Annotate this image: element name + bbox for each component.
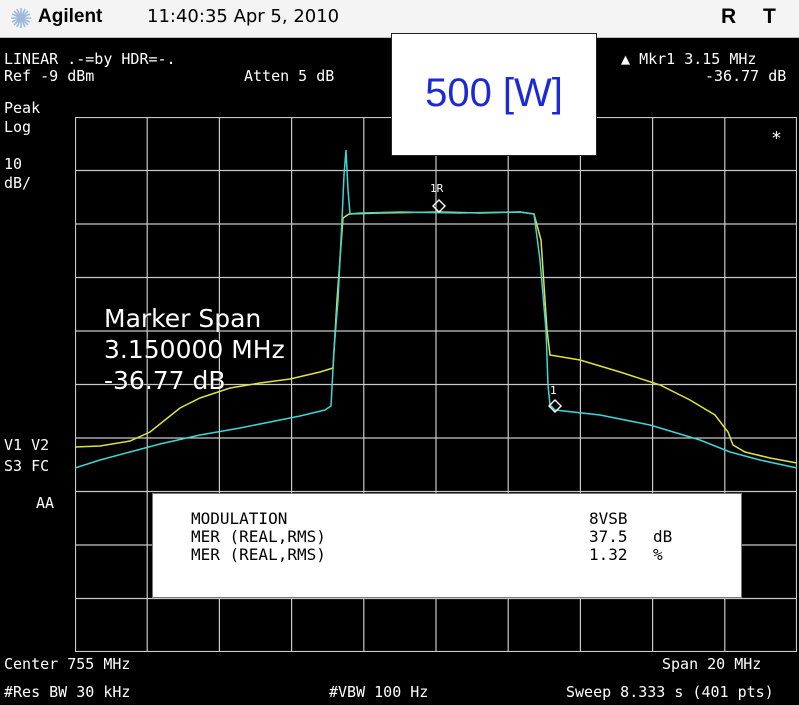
marker-span-title: Marker Span xyxy=(104,304,262,333)
date-time: 11:40:35 Apr 5, 2010 xyxy=(147,6,340,27)
brand-name: Agilent xyxy=(38,6,103,27)
marker-span-level: -36.77 dB xyxy=(104,366,226,395)
header-mode: LINEAR .-=by HDR=-. xyxy=(4,50,176,68)
aa-indicator: AA xyxy=(36,494,55,512)
power-label-box: 500 [W] xyxy=(391,33,597,156)
resolution-bandwidth: #Res BW 30 kHz xyxy=(4,683,131,701)
scale-unit-label: dB/ xyxy=(4,174,32,192)
agilent-spark-icon xyxy=(11,8,31,28)
mer-row-unit: dB xyxy=(653,527,673,546)
ref-marker-tag: 1R xyxy=(430,182,444,195)
delta-marker-icon: ▲ xyxy=(621,50,631,68)
s-indicators: S3 FC xyxy=(4,457,50,475)
mer-row-label: MODULATION xyxy=(191,509,288,528)
marker-frequency: Mkr1 3.15 MHz xyxy=(639,50,757,68)
video-bandwidth: #VBW 100 Hz xyxy=(329,683,429,701)
marker-level: -36.77 dB xyxy=(705,67,787,85)
mer-row-label: MER (REAL,RMS) xyxy=(191,527,326,546)
scale-type-label: Log xyxy=(4,118,32,136)
star-indicator: * xyxy=(771,128,782,149)
v-indicators: V1 V2 xyxy=(4,436,50,454)
detector-label: Peak xyxy=(4,99,41,117)
mer-panel: MODULATION 8VSB MER (REAL,RMS) 37.5 dB M… xyxy=(152,493,742,598)
mer-row-label: MER (REAL,RMS) xyxy=(191,545,326,564)
mer-row-value: 1.32 xyxy=(589,545,628,564)
scale-value-label: 10 xyxy=(4,155,23,173)
mer-row-value: 37.5 xyxy=(589,527,628,546)
marker-readout: ▲ Mkr1 3.15 MHz xyxy=(621,51,756,68)
ref-level: Ref -9 dBm xyxy=(4,67,95,85)
attenuation: Atten 5 dB xyxy=(244,67,335,85)
power-label: 500 [W] xyxy=(425,71,563,115)
center-frequency: Center 755 MHz xyxy=(4,655,131,673)
mer-row-value: 8VSB xyxy=(589,509,628,528)
title-bar: Agilent 11:40:35 Apr 5, 2010 R T xyxy=(0,0,799,38)
frequency-span: Span 20 MHz xyxy=(662,655,762,673)
marker-span-readout: Marker Span 3.150000 MHz -36.77 dB xyxy=(104,303,285,396)
delta-marker-tag: 1 xyxy=(550,384,557,397)
trigger-indicator: T xyxy=(763,5,776,28)
remote-indicator: R xyxy=(721,5,737,28)
marker-span-frequency: 3.150000 MHz xyxy=(104,335,285,364)
mer-row-unit: % xyxy=(653,545,663,564)
sweep-time: Sweep 8.333 s (401 pts) xyxy=(566,683,774,701)
